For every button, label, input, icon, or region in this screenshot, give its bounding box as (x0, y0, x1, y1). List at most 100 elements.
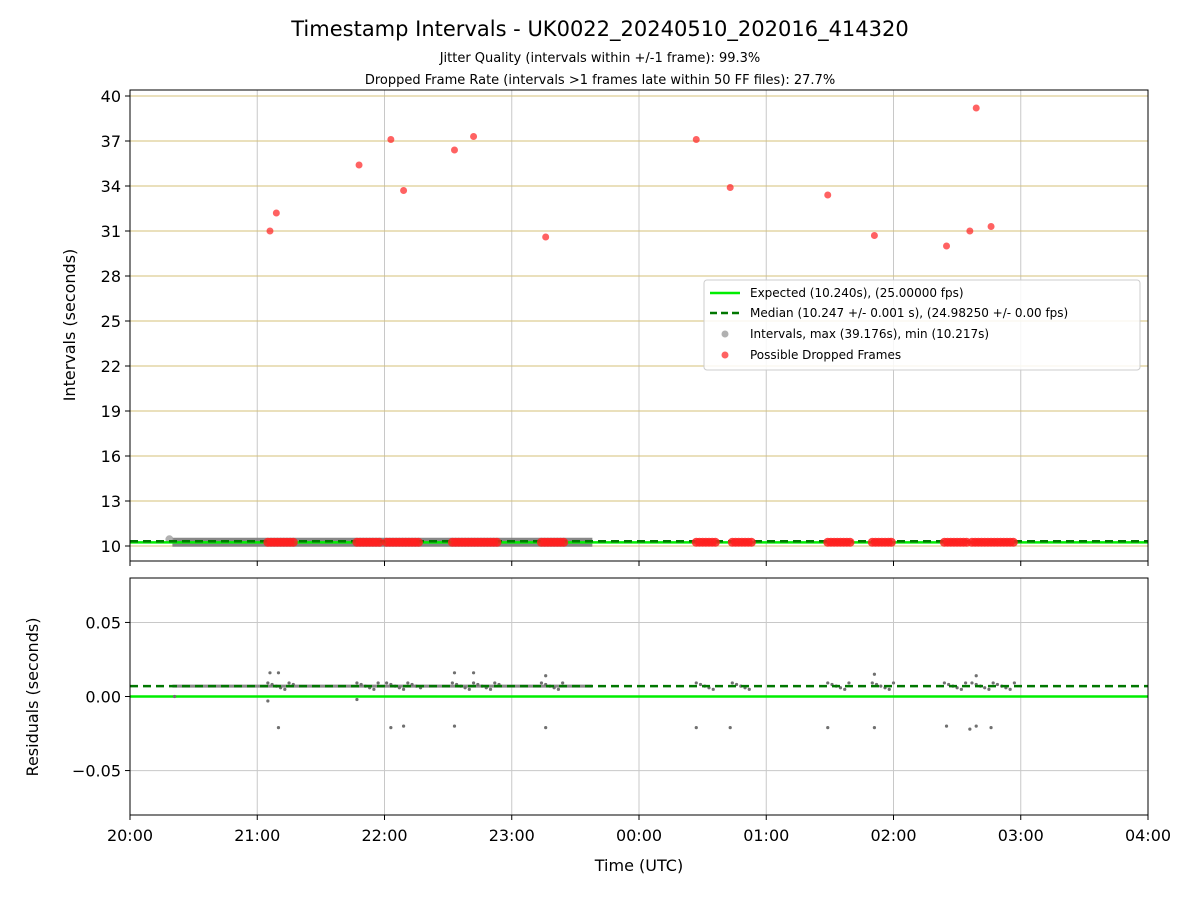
residual-cluster-9-point-4 (959, 687, 963, 691)
legend-expected-label: Expected (10.240s), (25.00000 fps) (750, 286, 964, 300)
residual-cluster-7-point-5 (847, 681, 851, 685)
residual-cluster-1-point-5 (376, 681, 380, 685)
residual-cluster-5-point-1 (698, 682, 703, 687)
residual-outlier-15 (452, 671, 457, 675)
residual-outlier-21 (355, 697, 359, 702)
residual-cluster-2-point-6 (410, 682, 414, 687)
bottom-y-axis-label: Residuals (seconds) (23, 618, 42, 777)
residual-cluster-10-point-10 (1012, 681, 1016, 685)
residual-outlier-3 (452, 724, 457, 728)
dropped-cluster-3-point-14 (492, 537, 502, 547)
residual-cluster-9-point-0 (942, 681, 947, 685)
dropped-frame-point-0 (266, 227, 274, 235)
dropped-frame-point-8 (692, 136, 700, 143)
dropped-frame-point-11 (870, 232, 878, 239)
residual-cluster-3-point-0 (450, 681, 454, 685)
residual-outlier-11 (974, 724, 978, 728)
residual-cluster-10-point-4 (987, 687, 991, 691)
xtick-label-3: 23:00 (489, 826, 535, 845)
residual-outlier-1 (389, 726, 393, 730)
dropped-frame-point-2 (355, 161, 363, 169)
xtick-label-1: 21:00 (234, 826, 280, 845)
dropped-frame-point-9 (726, 184, 734, 191)
dropped-frame-point-13 (966, 227, 974, 235)
dropped-frame-point-4 (400, 187, 408, 194)
residual-cluster-3-point-3 (463, 686, 467, 690)
residual-cluster-0-point-1 (270, 682, 274, 687)
x-axis-label: Time (UTC) (594, 856, 683, 875)
dropped-frame-point-12 (943, 242, 951, 250)
residual-cluster-10-point-5 (991, 681, 995, 685)
residual-outlier-19 (974, 674, 978, 678)
residual-outlier-2 (401, 724, 406, 728)
dropped-frame-point-3 (387, 136, 395, 143)
residual-cluster-10-point-0 (970, 681, 974, 685)
top-ytick-label-0: 10 (101, 537, 121, 556)
residual-cluster-3-point-5 (471, 681, 476, 685)
residual-cluster-3-point-6 (476, 682, 480, 687)
dropped-cluster-8-point-6 (886, 537, 896, 547)
residual-cluster-2-point-3 (397, 686, 401, 690)
xtick-label-8: 04:00 (1125, 826, 1171, 845)
residual-outlier-7 (826, 726, 830, 730)
bottom-ytick-label-0: 0.05 (85, 613, 121, 632)
dropped-cluster-10-point-13 (1008, 537, 1018, 547)
residual-cluster-5-point-4 (711, 687, 715, 691)
top-ytick-label-10: 40 (101, 87, 121, 106)
legend-box (703, 279, 1141, 371)
residual-cluster-0-point-4 (283, 687, 287, 691)
residual-cluster-8-point-5 (891, 681, 896, 685)
residual-outlier-0 (276, 726, 281, 730)
dropped-frame-point-14 (972, 104, 980, 112)
residual-outlier-6 (728, 726, 732, 730)
residual-outlier-20 (266, 699, 270, 703)
dropped-cluster-6-point-6 (746, 537, 756, 547)
dropped-cluster-5-point-6 (710, 537, 720, 547)
residual-cluster-4-point-5 (561, 681, 565, 685)
residual-outlier-13 (268, 671, 272, 675)
residual-outlier-17 (872, 672, 877, 676)
top-ytick-label-5: 25 (101, 312, 121, 331)
legend-dropped-marker (721, 351, 729, 359)
residual-outlier-18 (544, 674, 548, 678)
residual-cluster-7-point-4 (843, 687, 847, 691)
top-ytick-label-7: 31 (101, 222, 121, 241)
residual-outlier-4 (544, 726, 548, 730)
dropped-frame-point-5 (450, 146, 458, 154)
residual-cluster-8-point-2 (879, 684, 883, 688)
residual-outlier-9 (944, 724, 949, 728)
dropped-frame-point-10 (824, 191, 832, 199)
residual-cluster-0-point-5 (287, 681, 291, 685)
residual-cluster-10-point-3 (983, 686, 987, 690)
residual-cluster-9-point-5 (964, 681, 968, 685)
residual-outlier-12 (989, 726, 993, 730)
top-ytick-label-6: 28 (101, 267, 121, 286)
dropped-cluster-7-point-7 (845, 537, 855, 547)
residual-outlier-10 (968, 727, 972, 731)
dropped-frame-point-1 (272, 209, 280, 217)
legend-intervals-label: Intervals, max (39.176s), min (10.217s) (750, 327, 989, 341)
top-ytick-label-2: 16 (101, 447, 121, 466)
top-ytick-label-3: 19 (101, 402, 121, 421)
residual-cluster-1-point-4 (372, 687, 376, 691)
xtick-label-6: 02:00 (870, 826, 916, 845)
chart-subtitle-line-1: Jitter Quality (intervals within +/-1 fr… (439, 51, 761, 66)
xtick-label-7: 03:00 (998, 826, 1044, 845)
legend-median-label: Median (10.247 +/- 0.001 s), (24.98250 +… (750, 306, 1068, 320)
chart-legend: Expected (10.240s), (25.00000 fps) Media… (703, 279, 1141, 371)
residual-cluster-8-point-4 (887, 687, 891, 691)
dropped-cluster-1-point-7 (374, 537, 384, 547)
residual-cluster-3-point-10 (493, 681, 497, 685)
top-ytick-label-1: 13 (101, 492, 121, 511)
residual-cluster-8-point-0 (870, 681, 874, 685)
residual-cluster-10-point-9 (1008, 687, 1012, 691)
dropped-frame-point-15 (987, 223, 995, 230)
residual-outlier-8 (872, 726, 877, 730)
dropped-cluster-2-point-10 (413, 537, 423, 547)
residual-cluster-2-point-4 (401, 687, 406, 691)
bottom-ytick-label-2: −0.05 (72, 762, 121, 781)
residual-outlier-22 (172, 694, 177, 699)
residual-cluster-1-point-0 (355, 681, 359, 685)
bottom-ytick-label-1: 0.00 (85, 688, 121, 707)
